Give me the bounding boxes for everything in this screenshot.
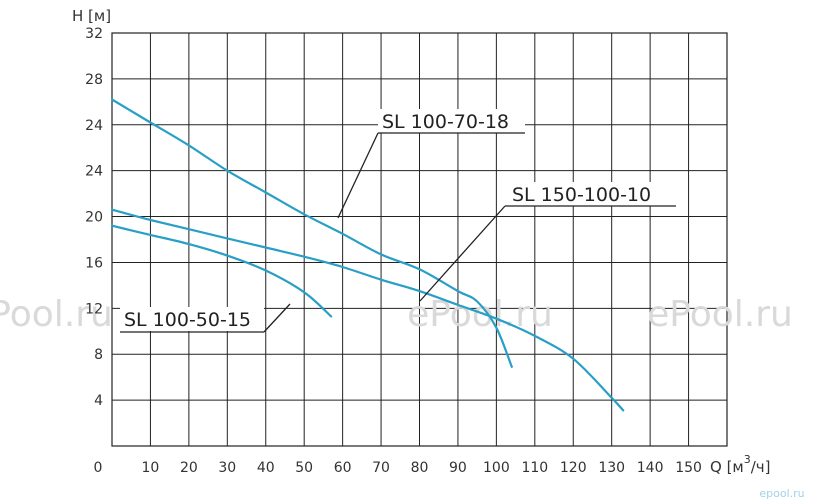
curve-label-text: SL 150-100-10 bbox=[512, 184, 651, 206]
x-tick-label: 90 bbox=[449, 460, 467, 476]
y-tick-label: 20 bbox=[85, 210, 103, 226]
y-tick-label: 8 bbox=[94, 347, 103, 363]
x-tick-label: 80 bbox=[411, 460, 429, 476]
x-tick-label: 140 bbox=[637, 460, 664, 476]
curve-labels: SL 100-70-18 SL 150-100-10 SL 100-50-15 bbox=[120, 109, 676, 333]
curve-sl-100-70-18 bbox=[110, 98, 513, 368]
curve-label-text: SL 100-50-15 bbox=[124, 309, 251, 331]
label-leader-line bbox=[263, 303, 291, 333]
y-tick-label: 32 bbox=[85, 26, 103, 42]
x-tick-label: 110 bbox=[521, 460, 548, 476]
curve-sl-150-100-10 bbox=[110, 208, 625, 412]
label-leader-line bbox=[337, 132, 379, 219]
y-axis-label: H [м] bbox=[72, 7, 111, 25]
x-tick-label: 0 bbox=[94, 460, 103, 476]
label-backdrop bbox=[378, 109, 525, 133]
y-tick-label: 4 bbox=[94, 393, 103, 409]
curves bbox=[110, 98, 625, 412]
watermark-text: ePool.ru bbox=[0, 294, 113, 335]
plot-frame bbox=[111, 32, 728, 447]
tick-labels: 0 10 20 30 40 50 60 70 80 90 100 110 120 130 140 150 4 8 1… bbox=[85, 26, 702, 476]
x-tick-label: 20 bbox=[180, 460, 198, 476]
x-tick-label: 100 bbox=[483, 460, 510, 476]
x-tick-label: 130 bbox=[598, 460, 625, 476]
watermark-text: ePool.ru bbox=[647, 294, 793, 335]
x-tick-label: 10 bbox=[142, 460, 160, 476]
x-axis-label: Q [м3/ч] bbox=[710, 453, 771, 476]
curve-label: SL 100-70-18 bbox=[337, 109, 525, 219]
watermark-layer: ePool.ru ePool.ru ePool.ru epool.ru bbox=[0, 294, 805, 500]
label-backdrop bbox=[120, 307, 264, 331]
x-tick-label: 40 bbox=[257, 460, 275, 476]
y-tick-label: 24 bbox=[85, 164, 103, 180]
x-tick-label: 60 bbox=[334, 460, 352, 476]
y-tick-label: 28 bbox=[85, 72, 103, 88]
y-tick-label: 16 bbox=[85, 255, 103, 271]
y-tick-label: 24 bbox=[85, 118, 103, 134]
x-axis-label-main: Q [м bbox=[710, 458, 744, 476]
grid bbox=[111, 32, 728, 447]
label-backdrop bbox=[505, 182, 676, 206]
curve-label-text: SL 100-70-18 bbox=[382, 111, 509, 133]
x-axis-label-tail: /ч] bbox=[751, 458, 771, 476]
watermark-text: epool.ru bbox=[759, 487, 804, 500]
curve-label: SL 150-100-10 bbox=[419, 182, 676, 302]
x-tick-label: 30 bbox=[218, 460, 236, 476]
curve-label: SL 100-50-15 bbox=[120, 303, 291, 333]
x-tick-label: 150 bbox=[675, 460, 702, 476]
y-tick-label: 12 bbox=[85, 301, 103, 317]
x-axis-label-sup: 3 bbox=[744, 453, 751, 466]
x-tick-label: 120 bbox=[560, 460, 587, 476]
curve-sl-100-50-15 bbox=[110, 224, 333, 318]
x-tick-label: 50 bbox=[295, 460, 313, 476]
label-leader-line bbox=[419, 205, 506, 302]
x-tick-label: 70 bbox=[372, 460, 390, 476]
watermark-text: ePool.ru bbox=[407, 294, 553, 335]
